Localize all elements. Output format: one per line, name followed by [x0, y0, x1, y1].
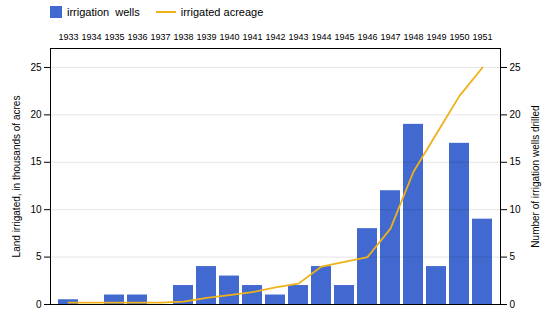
svg-text:10: 10	[510, 204, 522, 215]
svg-text:20: 20	[510, 109, 522, 120]
svg-text:1938: 1938	[173, 32, 193, 42]
svg-text:1936: 1936	[127, 32, 147, 42]
html-text:irrigated acreage: irrigated acreage	[180, 6, 264, 18]
svg-text:5: 5	[510, 251, 516, 262]
svg-text:1946: 1946	[357, 32, 377, 42]
svg-text:1948: 1948	[403, 32, 423, 42]
svg-text:15: 15	[510, 156, 522, 167]
svg-text:25: 25	[30, 62, 42, 73]
svg-text:25: 25	[510, 62, 522, 73]
svg-text:0: 0	[510, 299, 516, 310]
svg-text:1949: 1949	[426, 32, 446, 42]
svg-text:1951: 1951	[472, 32, 492, 42]
svg-text:1950: 1950	[449, 32, 469, 42]
svg-text:5: 5	[36, 251, 42, 262]
svg-text:1944: 1944	[311, 32, 331, 42]
svg-text:1947: 1947	[380, 32, 400, 42]
html-text:irrigation wells: irrigation wells	[67, 6, 140, 18]
svg-text:20: 20	[30, 109, 42, 120]
svg-text:1939: 1939	[196, 32, 216, 42]
svg-text:0: 0	[36, 299, 42, 310]
svg-text:1933: 1933	[58, 32, 78, 42]
svg-text:1943: 1943	[288, 32, 308, 42]
svg-text:Land irrigated, in thousands o: Land irrigated, in thousands of acres	[11, 96, 22, 258]
svg-text:15: 15	[30, 156, 42, 167]
svg-text:10: 10	[30, 204, 42, 215]
svg-text:1937: 1937	[150, 32, 170, 42]
svg-text:1941: 1941	[242, 32, 262, 42]
svg-text:1945: 1945	[334, 32, 354, 42]
svg-text:1934: 1934	[81, 32, 101, 42]
svg-text:1935: 1935	[104, 32, 124, 42]
svg-text:1940: 1940	[219, 32, 239, 42]
svg-text:Number of irrigation wells dri: Number of irrigation wells drilled	[530, 105, 541, 247]
svg-text:1942: 1942	[265, 32, 285, 42]
